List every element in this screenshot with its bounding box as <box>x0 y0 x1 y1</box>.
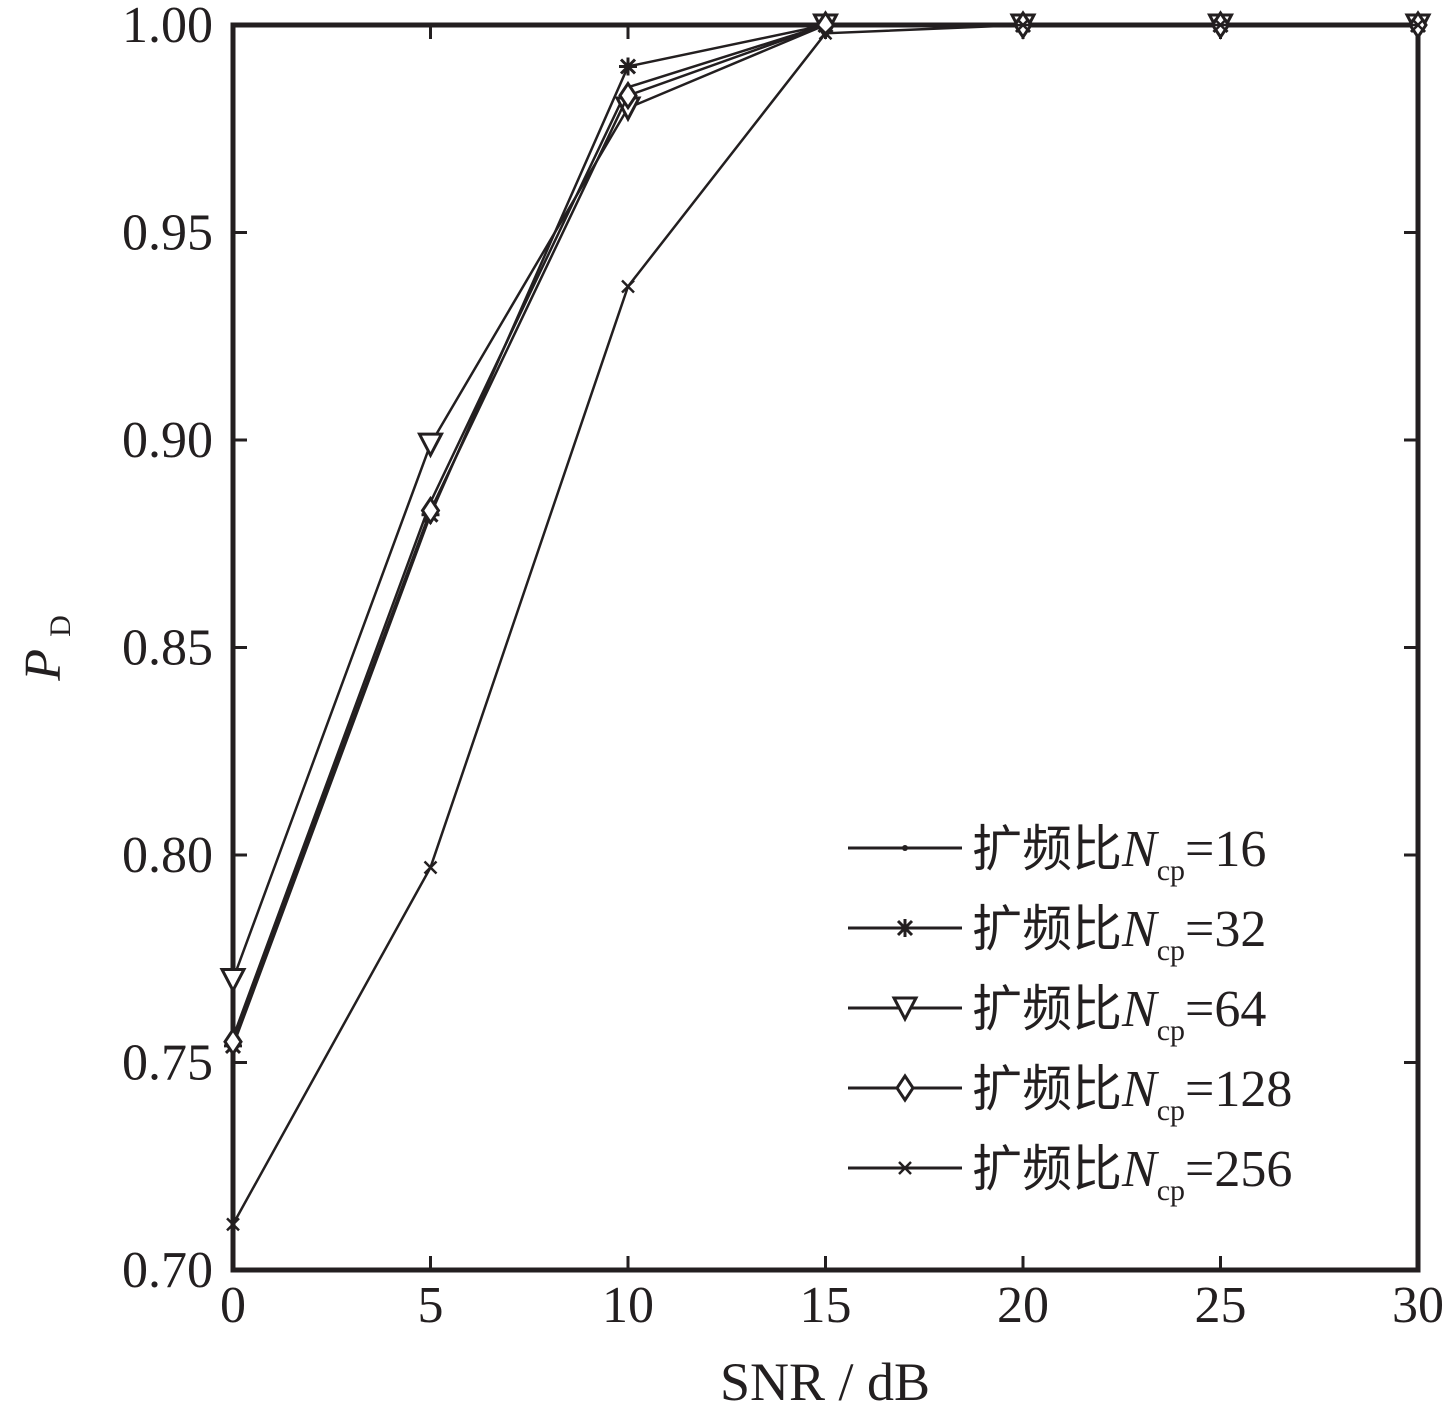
series-1 <box>224 16 1427 1055</box>
legend-label-sub: cp <box>1157 1174 1185 1207</box>
marker-asterisk <box>896 919 914 937</box>
series-0 <box>230 22 1421 1041</box>
legend-label: 扩频比Ncp=16 <box>972 820 1266 887</box>
y-axis-title-sub: D <box>44 615 77 637</box>
marker-diamond <box>895 1073 915 1103</box>
marker-diamond-shape <box>223 1027 243 1057</box>
marker-x <box>818 26 833 41</box>
legend-label-value: =16 <box>1185 821 1266 878</box>
marker-asterisk <box>619 57 637 76</box>
legend-entry: 扩频比Ncp=256 <box>848 1140 1292 1207</box>
marker-stroke <box>1016 18 1030 32</box>
marker-diamond <box>618 80 638 111</box>
marker-stroke <box>423 860 438 875</box>
y-tick-label: 1.00 <box>122 0 213 54</box>
y-axis-title-main: P <box>15 650 72 682</box>
legend-label-prefix: 扩频比 <box>972 1060 1122 1118</box>
y-tick-label: 0.70 <box>122 1242 213 1299</box>
x-tick-label: 15 <box>800 1277 852 1334</box>
legend-label-var: N <box>1121 1141 1160 1198</box>
series-layer <box>219 10 1432 1232</box>
legend-label-sub: cp <box>1157 934 1185 967</box>
y-tick-label: 0.85 <box>122 620 213 677</box>
legend-label: 扩频比Ncp=64 <box>972 980 1266 1047</box>
legend-label: 扩频比Ncp=32 <box>972 900 1266 967</box>
x-tick-label: 30 <box>1392 1277 1444 1334</box>
marker-x <box>423 860 438 875</box>
x-tick-label: 20 <box>997 1277 1049 1334</box>
x-tick-label: 0 <box>220 1277 246 1334</box>
marker-diamond <box>223 1027 243 1057</box>
series-line <box>231 23 1418 1039</box>
legend-label-var: N <box>1121 821 1160 878</box>
marker-stroke <box>621 279 635 294</box>
marker-x <box>1411 18 1425 32</box>
legend-label-var: N <box>1121 1061 1160 1118</box>
marker-stroke <box>619 58 637 75</box>
marker-stroke <box>818 26 833 41</box>
legend-entry: 扩频比Ncp=128 <box>848 1060 1292 1127</box>
marker-stroke <box>1411 18 1425 32</box>
marker-stroke <box>1213 18 1228 32</box>
legend-label-value: =256 <box>1185 1141 1292 1198</box>
marker-x <box>1016 18 1030 32</box>
y-axis-ticks: 0.70 0.75 0.80 0.85 0.90 0.95 1.00 <box>122 0 1418 1299</box>
marker-stroke <box>226 1217 240 1232</box>
legend-label-prefix: 扩频比 <box>972 1140 1122 1198</box>
marker-diamond-shape <box>618 80 638 111</box>
marker-diamond-shape <box>895 1073 915 1103</box>
marker-x <box>226 1217 240 1232</box>
x-tick-label: 25 <box>1195 1277 1247 1334</box>
y-axis-title: P D <box>15 615 77 682</box>
legend-label-sub: cp <box>1157 1014 1185 1047</box>
marker-dot <box>902 845 908 851</box>
x-axis-title: SNR / dB <box>720 1352 930 1412</box>
marker-stroke <box>896 919 914 937</box>
x-tick-label: 5 <box>418 1277 444 1334</box>
legend-label-prefix: 扩频比 <box>972 900 1122 958</box>
y-tick-label: 0.75 <box>122 1035 213 1092</box>
marker-triangle-shape <box>219 968 247 994</box>
marker-triangle-down <box>891 996 919 1023</box>
marker-x <box>898 1161 912 1175</box>
legend-label-sub: cp <box>1157 1094 1185 1127</box>
marker-dot-shape <box>902 845 908 851</box>
marker-triangle-down <box>417 432 444 459</box>
legend-label: 扩频比Ncp=256 <box>972 1140 1292 1207</box>
legend-label-value: =128 <box>1185 1061 1292 1118</box>
legend-label-value: =32 <box>1185 901 1266 958</box>
y-tick-label: 0.90 <box>122 412 213 469</box>
legend-entry: 扩频比Ncp=64 <box>848 980 1266 1047</box>
x-axis-ticks: 0 5 10 15 20 25 30 <box>220 25 1444 1334</box>
marker-triangle-shape <box>891 996 919 1023</box>
marker-triangle-shape <box>417 432 444 459</box>
legend: 扩频比Ncp=16扩频比Ncp=32扩频比Ncp=64扩频比Ncp=128扩频比… <box>848 820 1292 1207</box>
series-4 <box>226 18 1425 1232</box>
series-line <box>231 23 1418 1225</box>
legend-label-prefix: 扩频比 <box>972 820 1122 878</box>
marker-diamond <box>420 495 441 526</box>
marker-x <box>1213 18 1228 32</box>
marker-x <box>621 279 635 294</box>
legend-entry: 扩频比Ncp=16 <box>848 820 1266 887</box>
legend-label-var: N <box>1121 901 1160 958</box>
svg-text:P D: P D <box>15 615 77 682</box>
marker-triangle-down <box>219 968 247 994</box>
series-line <box>231 23 1418 1047</box>
legend-label-var: N <box>1121 981 1160 1038</box>
y-tick-label: 0.95 <box>122 205 213 262</box>
legend-entry: 扩频比Ncp=32 <box>848 900 1266 967</box>
series-3 <box>223 10 1428 1057</box>
series-line <box>231 23 1418 1043</box>
legend-label-sub: cp <box>1157 854 1185 887</box>
y-tick-label: 0.80 <box>122 827 213 884</box>
marker-stroke <box>898 1161 912 1175</box>
legend-label: 扩频比Ncp=128 <box>972 1060 1292 1127</box>
legend-label-value: =64 <box>1185 981 1266 1038</box>
marker-diamond-shape <box>420 495 441 526</box>
legend-label-prefix: 扩频比 <box>972 980 1122 1038</box>
x-tick-label: 10 <box>602 1277 654 1334</box>
